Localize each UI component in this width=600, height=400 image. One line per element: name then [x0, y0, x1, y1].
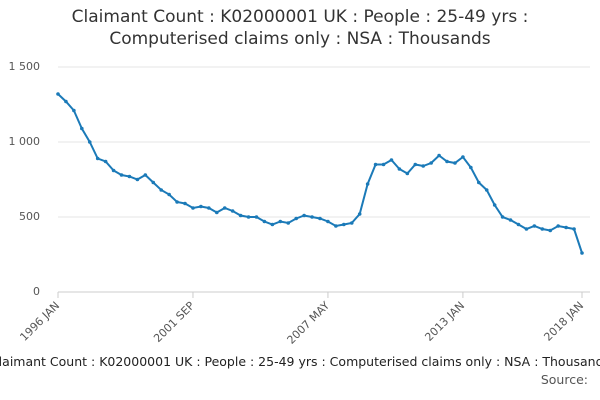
- point: [246, 215, 251, 219]
- point: [492, 203, 497, 207]
- point: [508, 218, 513, 222]
- point: [421, 164, 426, 168]
- point: [397, 167, 402, 171]
- source: Source:: [540, 372, 588, 387]
- point: [286, 221, 291, 225]
- point: [143, 173, 148, 177]
- point: [111, 168, 116, 173]
- point: [159, 188, 164, 192]
- point: [469, 165, 473, 170]
- point: [548, 228, 553, 233]
- point: [278, 219, 283, 224]
- point: [207, 206, 211, 210]
- point: [135, 177, 140, 182]
- point: [270, 222, 275, 227]
- caption-text: Claimant Count : K02000001 UK : People :…: [0, 354, 600, 369]
- point: [556, 224, 560, 228]
- point: [230, 209, 235, 213]
- point: [326, 219, 330, 224]
- point: [453, 161, 457, 165]
- point: [214, 210, 219, 215]
- point: [167, 192, 171, 197]
- point: [56, 92, 60, 96]
- point: [87, 140, 92, 144]
- point: [119, 173, 124, 177]
- point: [238, 213, 243, 218]
- point: [516, 222, 521, 227]
- point: [500, 215, 505, 219]
- point: [334, 224, 338, 228]
- point: [540, 227, 545, 231]
- point: [524, 227, 529, 231]
- point: [318, 216, 322, 221]
- point: [564, 225, 568, 230]
- point: [389, 158, 394, 162]
- y-tick-label: 500: [19, 210, 40, 223]
- point: [80, 126, 84, 131]
- point: [183, 201, 187, 206]
- point: [342, 222, 346, 227]
- x-tick-label: 2013 JAN: [422, 299, 467, 344]
- point: [72, 108, 76, 113]
- point: [532, 224, 537, 228]
- point: [572, 227, 576, 231]
- point: [191, 206, 195, 210]
- point: [437, 153, 441, 158]
- point: [310, 215, 314, 219]
- point: [445, 159, 449, 164]
- point: [484, 188, 489, 192]
- point: [151, 180, 156, 185]
- point: [302, 213, 306, 218]
- x-tick-label: 2007 MAY: [285, 299, 333, 347]
- y-tick-label: 1 000: [9, 135, 41, 148]
- y-tick-label: 1 500: [9, 60, 41, 73]
- point: [349, 221, 354, 225]
- chart-title: Claimant Count : K02000001 UK : People :…: [71, 7, 529, 49]
- x-tick-label: 1996 JAN: [17, 299, 62, 344]
- x-tick-label: 2001 SEP: [151, 299, 197, 345]
- point: [580, 251, 584, 255]
- point: [199, 204, 203, 209]
- point: [373, 162, 378, 167]
- point: [127, 174, 132, 179]
- point: [405, 171, 410, 176]
- point: [476, 180, 481, 185]
- x-tick-label: 2018 JAN: [541, 299, 586, 344]
- point: [461, 155, 465, 159]
- point: [365, 182, 370, 186]
- caption: Claimant Count : K02000001 UK : People :…: [0, 354, 600, 369]
- y-tick-label: 0: [33, 285, 40, 298]
- point: [262, 219, 267, 224]
- point: [103, 159, 108, 164]
- series-line: [57, 93, 583, 254]
- point: [357, 212, 362, 216]
- point: [294, 216, 298, 221]
- point: [64, 99, 68, 104]
- point: [413, 162, 418, 167]
- point: [429, 161, 433, 165]
- point: [381, 162, 386, 167]
- point: [222, 206, 227, 210]
- point: [95, 156, 100, 161]
- point: [254, 215, 259, 219]
- point: [175, 200, 179, 204]
